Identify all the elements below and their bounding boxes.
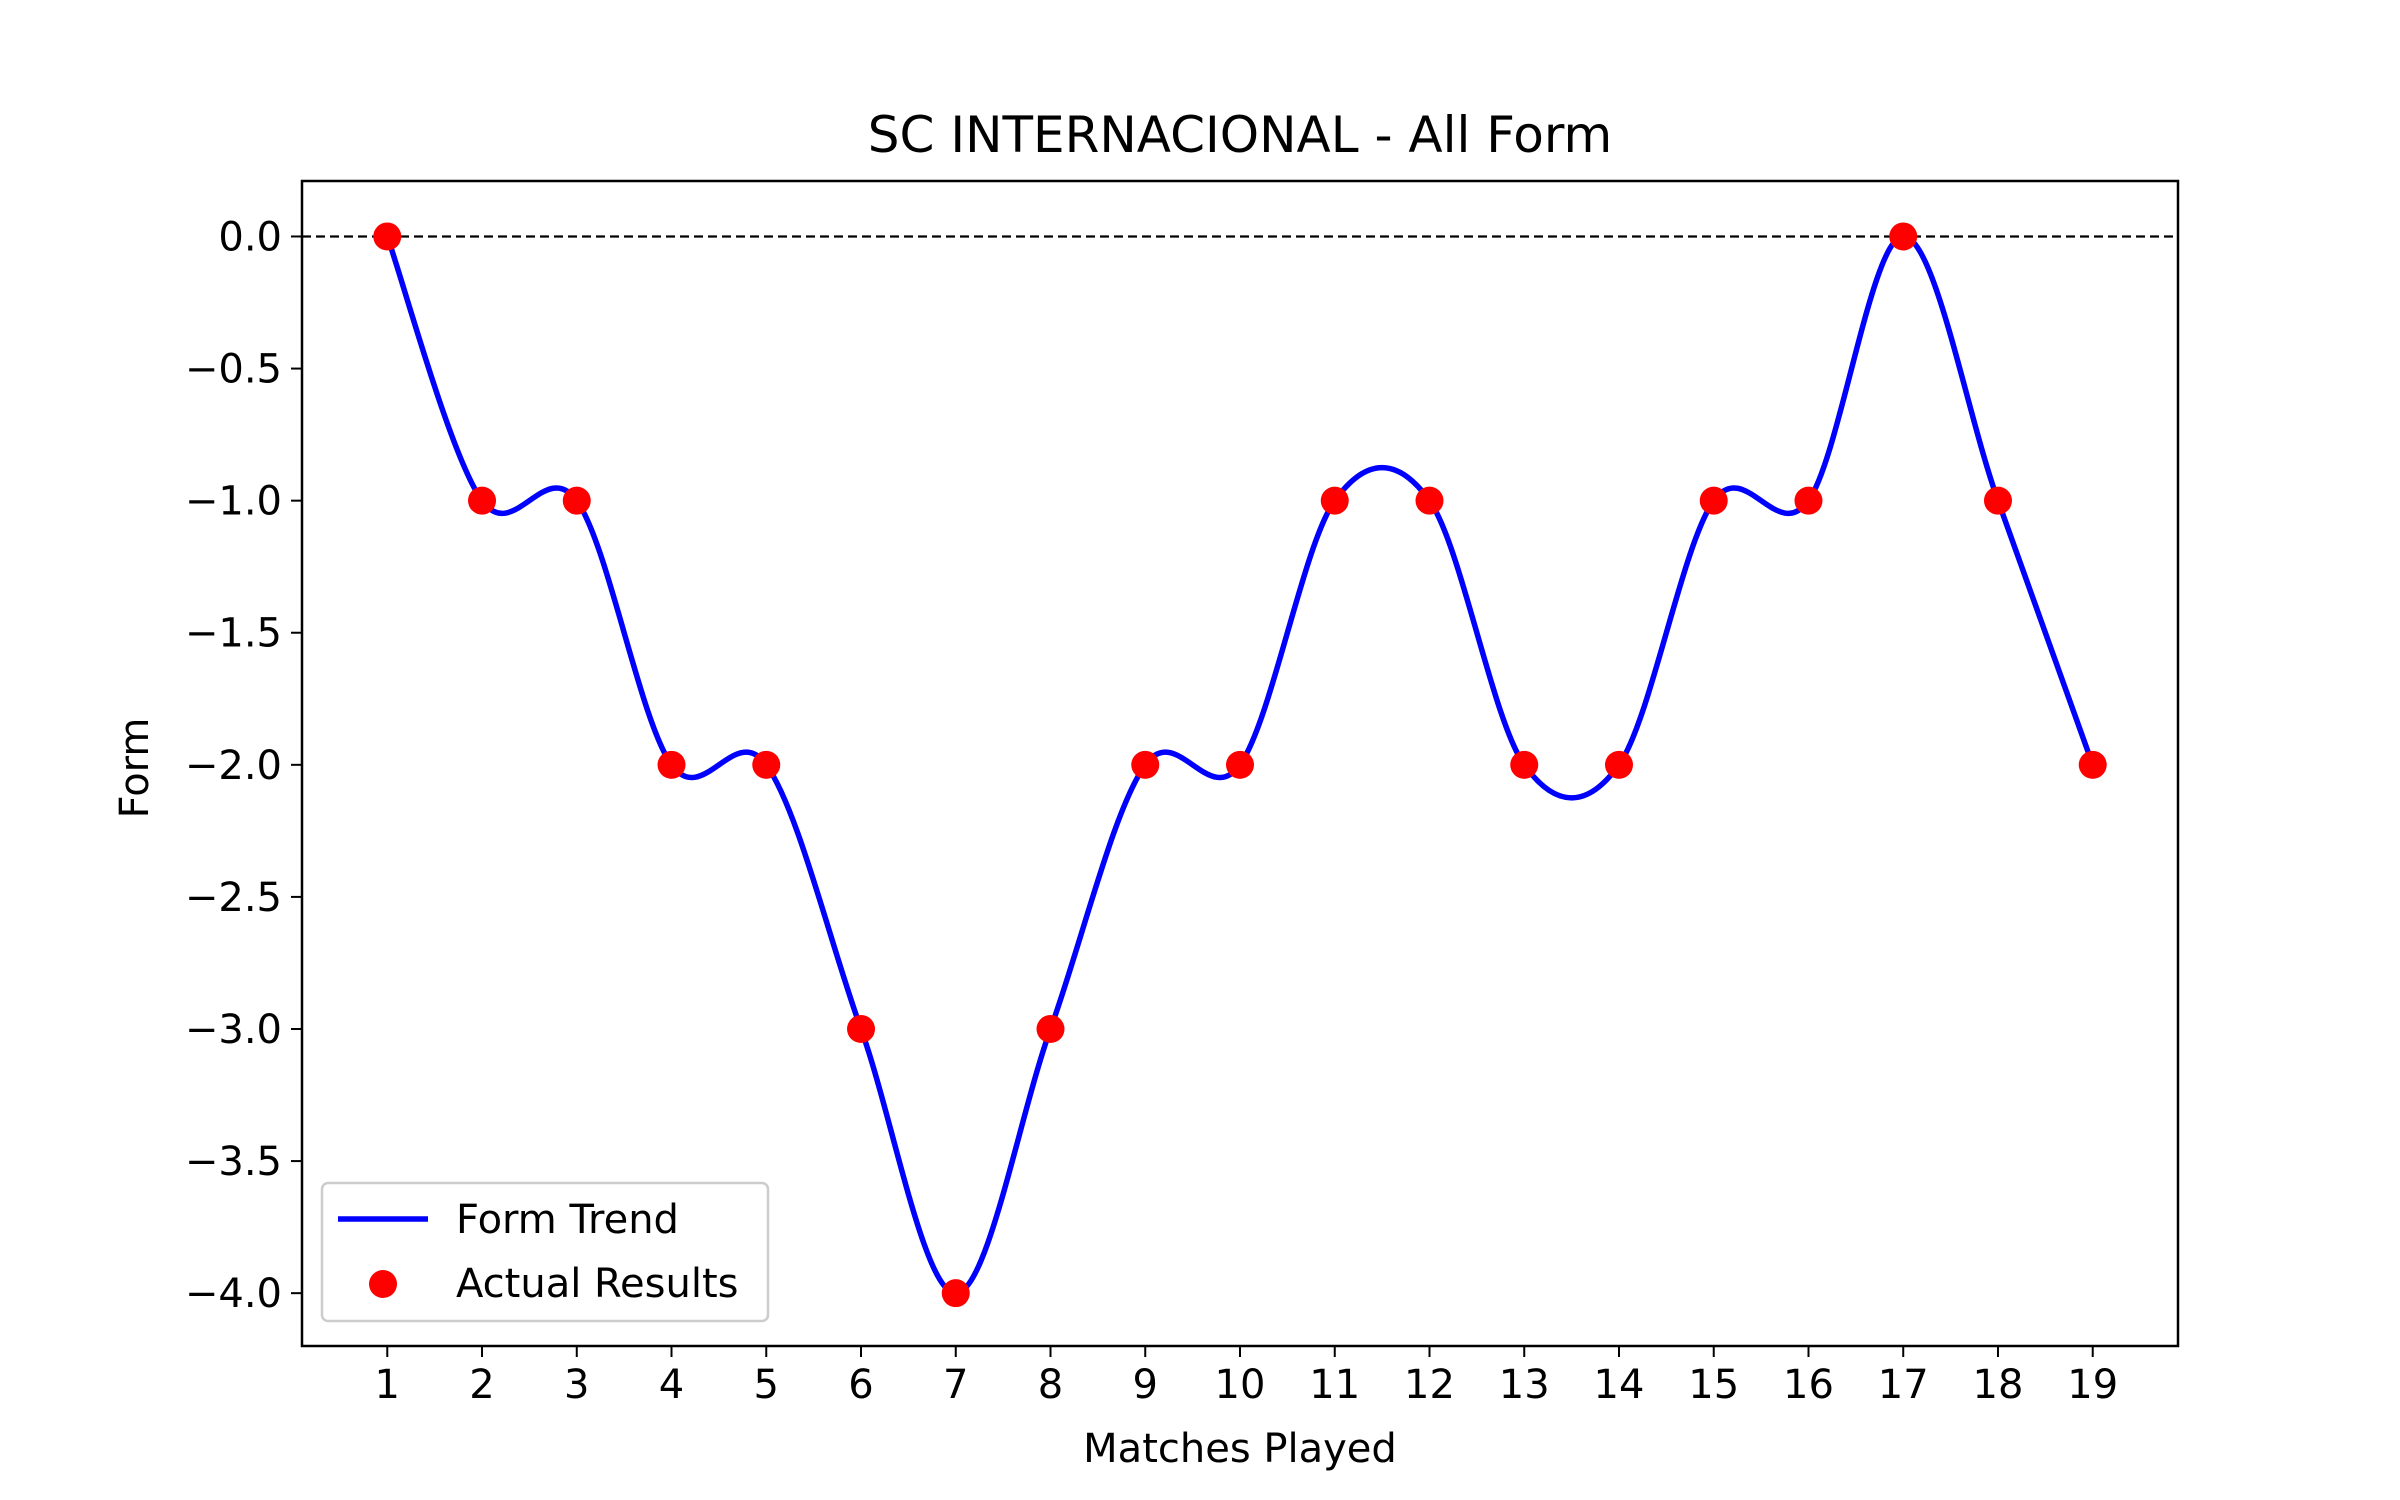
actual-result-point — [1510, 750, 1539, 779]
x-tick-label: 12 — [1404, 1362, 1455, 1408]
y-axis: 0.0 −0.5 −1.0 −1.5 −2.0 −2.5 −3.0 −3.5 −4.0 — [185, 214, 302, 1317]
x-tick-label: 6 — [848, 1362, 873, 1408]
actual-result-point — [468, 486, 497, 515]
legend-swatch-actual-results — [369, 1270, 397, 1298]
y-tick-label: −0.5 — [185, 347, 282, 393]
x-tick-label: 15 — [1688, 1362, 1739, 1408]
x-tick-label: 17 — [1878, 1362, 1929, 1408]
y-tick-label: 0.0 — [218, 214, 282, 260]
x-tick-label: 4 — [659, 1362, 684, 1408]
legend-label-form-trend: Form Trend — [456, 1197, 679, 1243]
actual-result-point — [1699, 486, 1728, 515]
actual-results-points — [373, 222, 2107, 1308]
legend: Form Trend Actual Results — [320, 1181, 770, 1323]
y-axis-label: Form — [112, 718, 158, 819]
x-tick-label: 18 — [1973, 1362, 2024, 1408]
x-tick-label: 7 — [943, 1362, 968, 1408]
x-tick-label: 5 — [754, 1362, 779, 1408]
legend-label-actual-results: Actual Results — [456, 1261, 738, 1307]
y-tick-label: −3.5 — [185, 1139, 282, 1185]
actual-result-point — [847, 1014, 876, 1043]
x-tick-label: 9 — [1133, 1362, 1158, 1408]
chart-title: SC INTERNACIONAL - All Form — [868, 106, 1612, 164]
x-tick-label: 2 — [469, 1362, 494, 1408]
y-tick-label: −4.0 — [185, 1271, 282, 1317]
legend-box — [320, 1181, 770, 1323]
actual-result-point — [657, 750, 686, 779]
x-tick-label: 11 — [1309, 1362, 1360, 1408]
x-tick-label: 3 — [564, 1362, 589, 1408]
actual-result-point — [2078, 750, 2107, 779]
actual-result-point — [752, 750, 781, 779]
actual-result-point — [373, 222, 402, 251]
y-tick-label: −2.5 — [185, 875, 282, 921]
actual-result-point — [1794, 486, 1823, 515]
actual-result-point — [1983, 486, 2012, 515]
actual-result-point — [1226, 750, 1254, 779]
x-tick-label: 16 — [1783, 1362, 1834, 1408]
y-tick-label: −2.0 — [185, 743, 282, 789]
plot-area — [300, 179, 2180, 1348]
actual-result-point — [1889, 222, 1918, 251]
x-tick-label: 14 — [1594, 1362, 1645, 1408]
actual-result-point — [1604, 750, 1633, 779]
actual-result-point — [1131, 750, 1160, 779]
actual-result-point — [1036, 1014, 1065, 1043]
x-tick-label: 19 — [2067, 1362, 2118, 1408]
x-axis-label: Matches Played — [1083, 1426, 1397, 1472]
actual-result-point — [562, 486, 591, 515]
x-axis: 1 2 3 4 5 6 7 8 9 10 11 12 13 14 15 16 17 18 19 — [375, 1346, 2118, 1408]
actual-result-point — [1415, 486, 1444, 515]
x-tick-label: 13 — [1499, 1362, 1550, 1408]
x-tick-label: 8 — [1038, 1362, 1063, 1408]
y-tick-label: −3.0 — [185, 1007, 282, 1053]
actual-result-point — [1320, 486, 1349, 515]
x-tick-label: 1 — [375, 1362, 400, 1408]
x-tick-label: 10 — [1215, 1362, 1266, 1408]
y-tick-label: −1.5 — [185, 611, 282, 657]
actual-result-point — [941, 1279, 970, 1308]
y-tick-label: −1.0 — [185, 479, 282, 525]
